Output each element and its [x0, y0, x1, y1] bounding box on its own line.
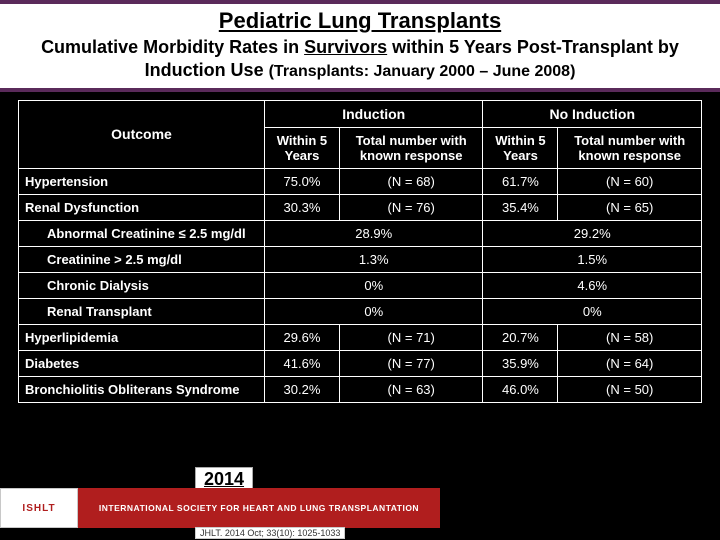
- cell-note: (N = 50): [558, 376, 702, 402]
- title-subtitle: Cumulative Morbidity Rates in Survivors …: [8, 36, 712, 82]
- morbidity-table: Outcome Induction No Induction Within 5 …: [18, 100, 702, 403]
- table-row: Renal Transplant 0% 0%: [19, 298, 702, 324]
- col-induction: Induction: [265, 100, 483, 127]
- header-row-groups: Outcome Induction No Induction: [19, 100, 702, 127]
- table-row: Hypertension 75.0% (N = 68) 61.7% (N = 6…: [19, 168, 702, 194]
- subtitle-part-a: Cumulative Morbidity Rates in: [41, 37, 304, 57]
- outcome-sublabel: Abnormal Creatinine ≤ 2.5 mg/dl: [19, 220, 265, 246]
- cell-note: (N = 68): [339, 168, 483, 194]
- cell-value: 0%: [265, 272, 483, 298]
- table-row: Chronic Dialysis 0% 4.6%: [19, 272, 702, 298]
- table-container: Outcome Induction No Induction Within 5 …: [0, 92, 720, 403]
- cell-value: 1.3%: [265, 246, 483, 272]
- title-line1: Pediatric Lung Transplants: [8, 8, 712, 34]
- logo-long-text: INTERNATIONAL SOCIETY FOR HEART AND LUNG…: [78, 488, 440, 528]
- outcome-label: Bronchiolitis Obliterans Syndrome: [19, 376, 265, 402]
- logo-short-text: ISHLT: [22, 503, 55, 514]
- table-row: Renal Dysfunction 30.3% (N = 76) 35.4% (…: [19, 194, 702, 220]
- cell-value: 46.0%: [483, 376, 558, 402]
- cell-value: 0%: [265, 298, 483, 324]
- table-row: Abnormal Creatinine ≤ 2.5 mg/dl 28.9% 29…: [19, 220, 702, 246]
- cell-value: 29.6%: [265, 324, 340, 350]
- citation-text: JHLT. 2014 Oct; 33(10): 1025-1033: [195, 527, 345, 539]
- cell-note: (N = 63): [339, 376, 483, 402]
- cell-note: (N = 65): [558, 194, 702, 220]
- logo-banner: ISHLT INTERNATIONAL SOCIETY FOR HEART AN…: [0, 488, 440, 528]
- cell-value: 30.3%: [265, 194, 340, 220]
- outcome-label: Hyperlipidemia: [19, 324, 265, 350]
- cell-value: 75.0%: [265, 168, 340, 194]
- table-row: Bronchiolitis Obliterans Syndrome 30.2% …: [19, 376, 702, 402]
- outcome-sublabel: Creatinine > 2.5 mg/dl: [19, 246, 265, 272]
- col-outcome: Outcome: [19, 100, 265, 168]
- cell-value: 41.6%: [265, 350, 340, 376]
- table-row: Hyperlipidemia 29.6% (N = 71) 20.7% (N =…: [19, 324, 702, 350]
- cell-value: 30.2%: [265, 376, 340, 402]
- outcome-label: Hypertension: [19, 168, 265, 194]
- col-noind-within5: Within 5 Years: [483, 127, 558, 168]
- cell-value: 0%: [483, 298, 702, 324]
- cell-value: 1.5%: [483, 246, 702, 272]
- cell-note: (N = 77): [339, 350, 483, 376]
- title-band: Pediatric Lung Transplants Cumulative Mo…: [0, 0, 720, 92]
- cell-value: 61.7%: [483, 168, 558, 194]
- outcome-label: Diabetes: [19, 350, 265, 376]
- outcome-sublabel: Renal Transplant: [19, 298, 265, 324]
- table-row: Creatinine > 2.5 mg/dl 1.3% 1.5%: [19, 246, 702, 272]
- cell-note: (N = 64): [558, 350, 702, 376]
- col-noind-total: Total number with known response: [558, 127, 702, 168]
- cell-value: 20.7%: [483, 324, 558, 350]
- subtitle-part-c: (Transplants: January 2000 – June 2008): [269, 63, 576, 80]
- subtitle-survivors: Survivors: [304, 37, 387, 57]
- cell-note: (N = 76): [339, 194, 483, 220]
- cell-value: 28.9%: [265, 220, 483, 246]
- col-ind-within5: Within 5 Years: [265, 127, 340, 168]
- logo-ishlt: ISHLT: [0, 488, 78, 528]
- col-no-induction: No Induction: [483, 100, 702, 127]
- cell-value: 29.2%: [483, 220, 702, 246]
- cell-value: 35.9%: [483, 350, 558, 376]
- cell-note: (N = 60): [558, 168, 702, 194]
- col-ind-total: Total number with known response: [339, 127, 483, 168]
- outcome-sublabel: Chronic Dialysis: [19, 272, 265, 298]
- outcome-label: Renal Dysfunction: [19, 194, 265, 220]
- table-row: Diabetes 41.6% (N = 77) 35.9% (N = 64): [19, 350, 702, 376]
- cell-value: 4.6%: [483, 272, 702, 298]
- cell-note: (N = 58): [558, 324, 702, 350]
- cell-value: 35.4%: [483, 194, 558, 220]
- cell-note: (N = 71): [339, 324, 483, 350]
